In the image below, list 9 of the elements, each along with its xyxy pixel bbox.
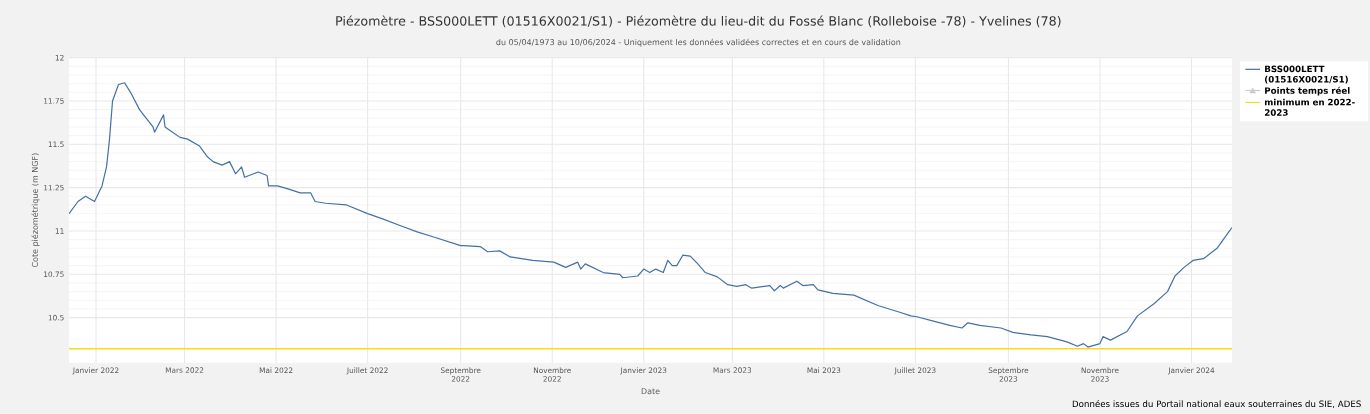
legend-label: Points temps réel (1265, 86, 1350, 96)
y-axis-title: Cote piézométrique (m NGF) (31, 153, 40, 268)
chart-title: Piézomètre - BSS000LETT (01516X0021/S1) - Piézomètre du lieu-dit du Fossé Blanc (Rolleboise -78) - Yvelines (78) (336, 15, 1061, 28)
legend-label: BSS000LETT (01516X0021/S1) (1265, 65, 1348, 84)
legend-label: minimum en 2022-2023 (1264, 98, 1355, 116)
text: Données issues du Portail national eaux souterraines du SIE, ADES (1072, 400, 1361, 408)
line-series (69, 82, 1233, 348)
chart-subtitle: du 05/04/1973 au 10/06/2024 - Uniquement les données validées correctes et en cours de validation (496, 38, 901, 47)
x-axis-title: Date (641, 388, 660, 395)
